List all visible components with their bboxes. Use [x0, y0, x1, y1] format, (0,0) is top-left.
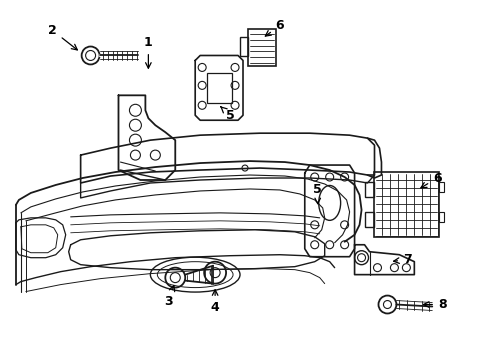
Bar	[439, 182, 444, 192]
Text: 2: 2	[49, 24, 77, 50]
Bar	[374, 172, 439, 237]
Bar	[365, 182, 374, 197]
Bar	[207, 73, 232, 103]
Text: 5: 5	[313, 184, 322, 204]
Bar	[248, 28, 276, 67]
Text: 7: 7	[393, 253, 412, 266]
Bar	[439, 212, 444, 222]
Text: 1: 1	[144, 36, 153, 68]
Text: 5: 5	[220, 107, 234, 122]
Text: 6: 6	[421, 171, 441, 188]
Bar	[365, 212, 374, 227]
Text: 8: 8	[423, 298, 446, 311]
Bar	[240, 37, 248, 57]
Text: 6: 6	[265, 19, 284, 36]
Text: 4: 4	[211, 290, 220, 314]
Text: 3: 3	[164, 285, 174, 308]
